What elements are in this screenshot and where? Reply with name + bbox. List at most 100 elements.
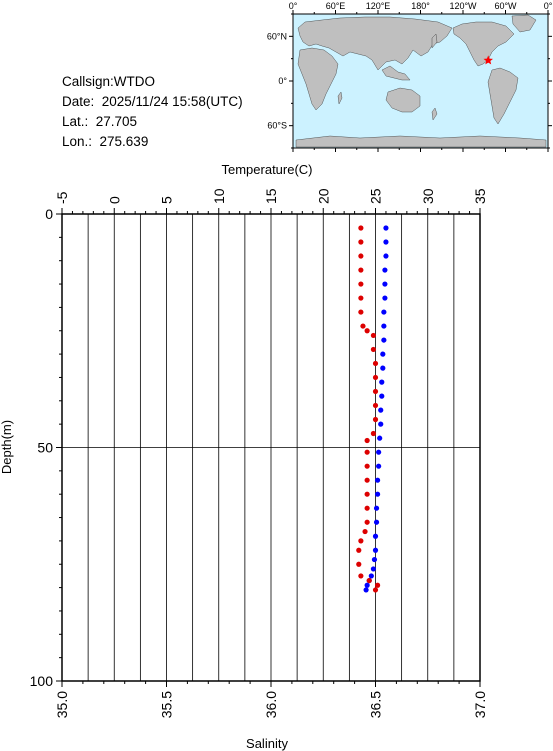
callsign-text: Callsign:WTDO <box>62 74 156 89</box>
salinity-point <box>372 388 379 395</box>
date-text: Date: 2025/11/24 15:58(UTC) <box>62 94 243 109</box>
temperature-axis-title: Temperature(C) <box>221 162 312 177</box>
salinity-point <box>358 538 364 544</box>
longitude-text: Lon.: 275.639 <box>62 134 149 149</box>
temperature-tick-label: 25 <box>368 188 384 204</box>
salinity-point <box>356 561 362 567</box>
salinity-point <box>366 577 372 584</box>
salinity-point <box>358 253 364 259</box>
temperature-point <box>381 337 387 343</box>
salinity-point <box>374 582 381 588</box>
salinity-point <box>356 547 362 553</box>
temperature-point <box>383 225 389 231</box>
land-shape <box>431 33 438 49</box>
land-shape <box>337 91 343 105</box>
temperature-point <box>381 309 387 315</box>
land-shape <box>487 67 519 125</box>
depth-tick-label: 0 <box>45 206 53 222</box>
land-shape <box>452 21 515 67</box>
salinity-tick-label: 36.5 <box>368 691 384 718</box>
temperature-point <box>368 573 374 579</box>
map-lon-label: 60°E <box>326 1 346 11</box>
latitude-text: Lat.: 27.705 <box>62 114 138 129</box>
grid-lines <box>62 214 480 681</box>
salinity-point <box>358 239 364 245</box>
profile-plot: -5 0 5 10 15 20 25 30 35 35.0 35.5 36.0 36.5 37.0 0 5… <box>0 162 488 751</box>
salinity-tick-label: 36.0 <box>263 691 279 718</box>
temperature-series <box>363 225 389 593</box>
station-marker-icon <box>483 55 493 65</box>
salinity-point <box>372 374 379 381</box>
temperature-point <box>372 533 379 539</box>
temperature-point <box>382 295 388 301</box>
salinity-point <box>358 281 364 287</box>
salinity-point <box>372 360 379 367</box>
salinity-point <box>360 323 366 329</box>
salinity-tick-label: 35.5 <box>159 691 175 718</box>
salinity-point <box>358 267 364 273</box>
map-left-labels: 60°N 0° 60°S <box>267 31 288 130</box>
temperature-tick-label: -5 <box>54 191 70 204</box>
salinity-point <box>364 449 370 455</box>
salinity-point <box>362 528 368 535</box>
temperature-tick-label: 15 <box>263 188 279 204</box>
salinity-tick-label: 37.0 <box>472 691 488 718</box>
salinity-point <box>364 437 370 444</box>
depth-axis-title: Depth(m) <box>0 420 14 474</box>
map-lon-label: 0° <box>544 1 553 11</box>
depth-tick-labels: 0 50 100 <box>30 206 54 689</box>
temperature-point <box>379 393 385 399</box>
salinity-series <box>356 225 381 593</box>
salinity-point <box>370 430 377 437</box>
salinity-tick-labels: 35.0 35.5 36.0 36.5 37.0 <box>54 691 488 718</box>
temperature-point <box>363 587 369 593</box>
salinity-point <box>372 402 379 409</box>
temperature-point <box>374 491 381 497</box>
temperature-point <box>380 365 386 371</box>
land-shape <box>431 107 438 121</box>
temperature-tick-label: 10 <box>211 188 227 204</box>
temperature-point <box>382 281 388 287</box>
axis-ticks <box>56 208 481 687</box>
temperature-tick-label: 5 <box>159 196 175 204</box>
temperature-point <box>378 421 384 427</box>
map-ticks <box>289 10 552 152</box>
temperature-tick-label: 35 <box>472 188 488 204</box>
temperature-tick-label: 30 <box>420 188 436 204</box>
temperature-tick-label: 20 <box>315 188 331 204</box>
temperature-point <box>364 582 370 588</box>
land-shape <box>381 65 411 81</box>
map-lon-label: 120°W <box>449 1 477 11</box>
land-shape <box>295 135 547 148</box>
map-top-labels: 0° 60°E 120°E 180° 120°W 60°W 0° <box>289 1 553 11</box>
map-land <box>295 14 547 148</box>
salinity-point <box>364 491 370 497</box>
salinity-tick-label: 35.0 <box>54 691 70 718</box>
temperature-point <box>382 267 388 273</box>
map-lat-label: 60°S <box>267 121 287 131</box>
land-shape <box>511 14 537 33</box>
temperature-point <box>383 253 389 259</box>
temperature-point <box>370 566 377 572</box>
depth-tick-label: 100 <box>30 673 54 689</box>
map-lat-label: 0° <box>278 76 287 86</box>
land-shape <box>297 47 339 111</box>
map-lon-label: 0° <box>289 1 298 11</box>
salinity-point <box>364 463 370 469</box>
salinity-point <box>372 416 379 423</box>
salinity-point <box>358 309 364 315</box>
salinity-point <box>358 225 364 231</box>
temperature-tick-labels: -5 0 5 10 15 20 25 30 35 <box>54 188 488 204</box>
temperature-point <box>373 519 380 525</box>
temperature-tick-label: 0 <box>106 196 122 204</box>
map-marker-layer <box>483 55 493 65</box>
land-shape <box>385 87 421 113</box>
salinity-point <box>358 573 364 579</box>
salinity-axis-title: Salinity <box>246 736 288 751</box>
world-map: 0° 60°E 120°E 180° 120°W 60°W 0° 60°N 0° 60°S <box>267 1 553 152</box>
temperature-point <box>373 505 380 511</box>
temperature-point <box>380 351 386 357</box>
salinity-point <box>364 328 370 334</box>
temperature-point <box>376 463 382 469</box>
salinity-point <box>364 477 370 483</box>
